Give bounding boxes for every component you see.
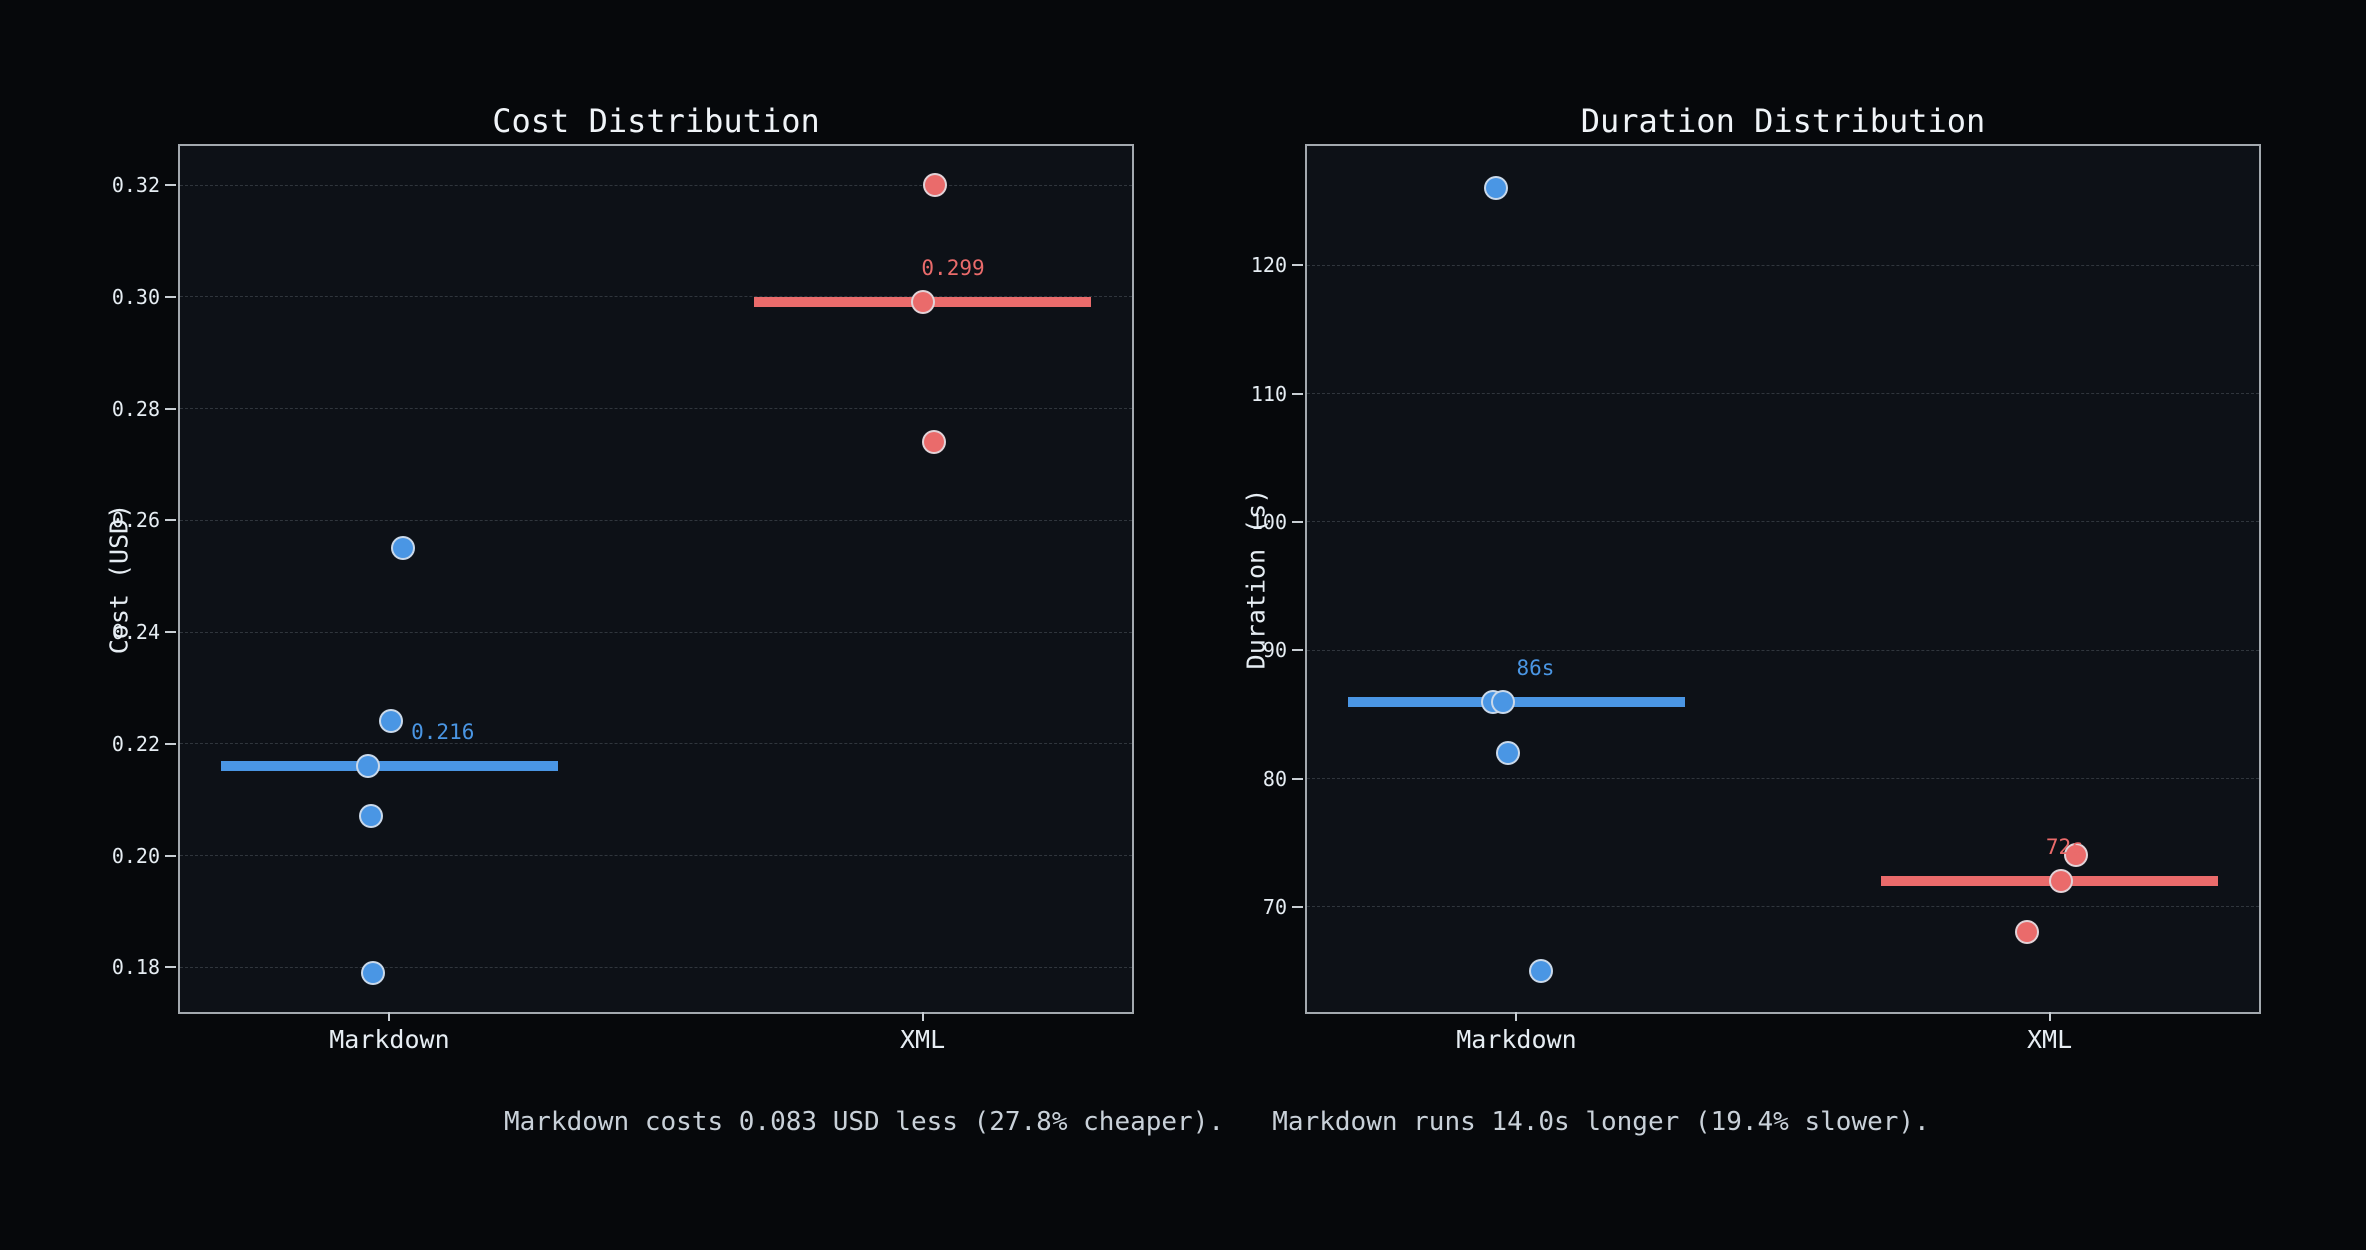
markdown-data-point <box>379 709 404 734</box>
duration-plot-area: 120 110 100 90 80 70 Markdown XML 86s 72s <box>1251 144 2261 1054</box>
y-tick-mark <box>165 854 176 857</box>
markdown-data-point <box>1484 176 1509 201</box>
gridline <box>180 631 1132 633</box>
gridline <box>180 519 1132 521</box>
gridline <box>180 855 1132 857</box>
xml-data-point <box>2064 843 2089 868</box>
y-tick-mark <box>1292 264 1303 267</box>
y-tick-mark <box>1292 777 1303 780</box>
markdown-median-line <box>220 761 558 772</box>
y-tick-label: 90 <box>1262 638 1287 663</box>
y-tick-label: 0.26 <box>111 508 160 533</box>
y-tick-mark <box>165 519 176 522</box>
gridline <box>1307 264 2259 266</box>
y-tick-mark <box>165 631 176 634</box>
x-tick-mark <box>2048 1012 2051 1021</box>
markdown-median-line <box>1347 696 1685 707</box>
y-tick-label: 100 <box>1250 509 1287 534</box>
y-tick-label: 0.18 <box>111 955 160 980</box>
gridline <box>1307 778 2259 779</box>
y-tick-label: 0.30 <box>111 284 160 309</box>
x-tick-mark <box>921 1012 924 1021</box>
gridline <box>180 184 1132 186</box>
duration-chart-title: Duration Distribution <box>1580 102 1986 140</box>
gridline <box>180 296 1132 298</box>
xml-data-point <box>2014 920 2039 945</box>
y-tick-mark <box>165 742 176 745</box>
x-tick-label: Markdown <box>329 1025 450 1054</box>
xml-median-label: 72s <box>2045 835 2084 860</box>
footer-duration-note: Markdown runs 14.0s longer (19.4% slower… <box>1272 1107 1930 1137</box>
x-tick-label: XML <box>2026 1025 2073 1054</box>
markdown-data-point <box>361 960 386 985</box>
y-tick-label: 120 <box>1250 253 1287 278</box>
xml-data-point <box>921 430 946 455</box>
footer-cost-note: Markdown costs 0.083 USD less (27.8% che… <box>503 1107 1225 1137</box>
markdown-data-point <box>356 754 381 779</box>
markdown-data-point <box>1495 740 1520 765</box>
gridline <box>1307 521 2259 523</box>
gridline <box>1307 393 2259 395</box>
x-tick-mark <box>388 1012 391 1021</box>
y-tick-mark <box>1292 392 1303 395</box>
cost-chart-title: Cost Distribution <box>492 102 820 140</box>
y-tick-mark <box>165 966 176 969</box>
markdown-median-label: 0.216 <box>411 720 475 745</box>
y-tick-label: 0.32 <box>111 173 160 198</box>
y-tick-label: 0.28 <box>111 396 160 421</box>
gridline <box>1307 649 2259 651</box>
y-tick-mark <box>165 295 176 298</box>
xml-median-label: 0.299 <box>921 256 985 281</box>
xml-data-point <box>922 173 947 198</box>
gridline <box>180 743 1132 745</box>
y-tick-label: 80 <box>1262 766 1287 791</box>
y-tick-mark <box>1292 649 1303 652</box>
markdown-median-label: 86s <box>1516 655 1555 680</box>
y-tick-label: 0.22 <box>111 731 160 756</box>
gridline <box>180 966 1132 968</box>
y-tick-label: 110 <box>1250 381 1287 406</box>
x-tick-label: Markdown <box>1456 1025 1577 1054</box>
cost-plot-area: 0.32 0.30 0.28 0.26 0.24 0.22 0.20 0.18 Markdown… <box>112 144 1134 1054</box>
markdown-data-point <box>1491 689 1516 714</box>
markdown-data-point <box>1529 958 1554 983</box>
x-tick-mark <box>1515 1012 1518 1021</box>
y-tick-label: 70 <box>1262 894 1287 919</box>
y-tick-label: 0.24 <box>111 620 160 645</box>
markdown-data-point <box>390 536 415 561</box>
y-tick-mark <box>165 184 176 187</box>
xml-data-point <box>910 290 935 315</box>
gridline <box>180 408 1132 410</box>
y-tick-label: 0.20 <box>111 843 160 868</box>
markdown-data-point <box>359 804 384 829</box>
xml-data-point <box>2048 869 2073 894</box>
gridline <box>1307 906 2259 908</box>
x-tick-label: XML <box>899 1025 946 1054</box>
y-tick-mark <box>1292 905 1303 908</box>
y-tick-mark <box>165 407 176 410</box>
y-tick-mark <box>1292 520 1303 523</box>
